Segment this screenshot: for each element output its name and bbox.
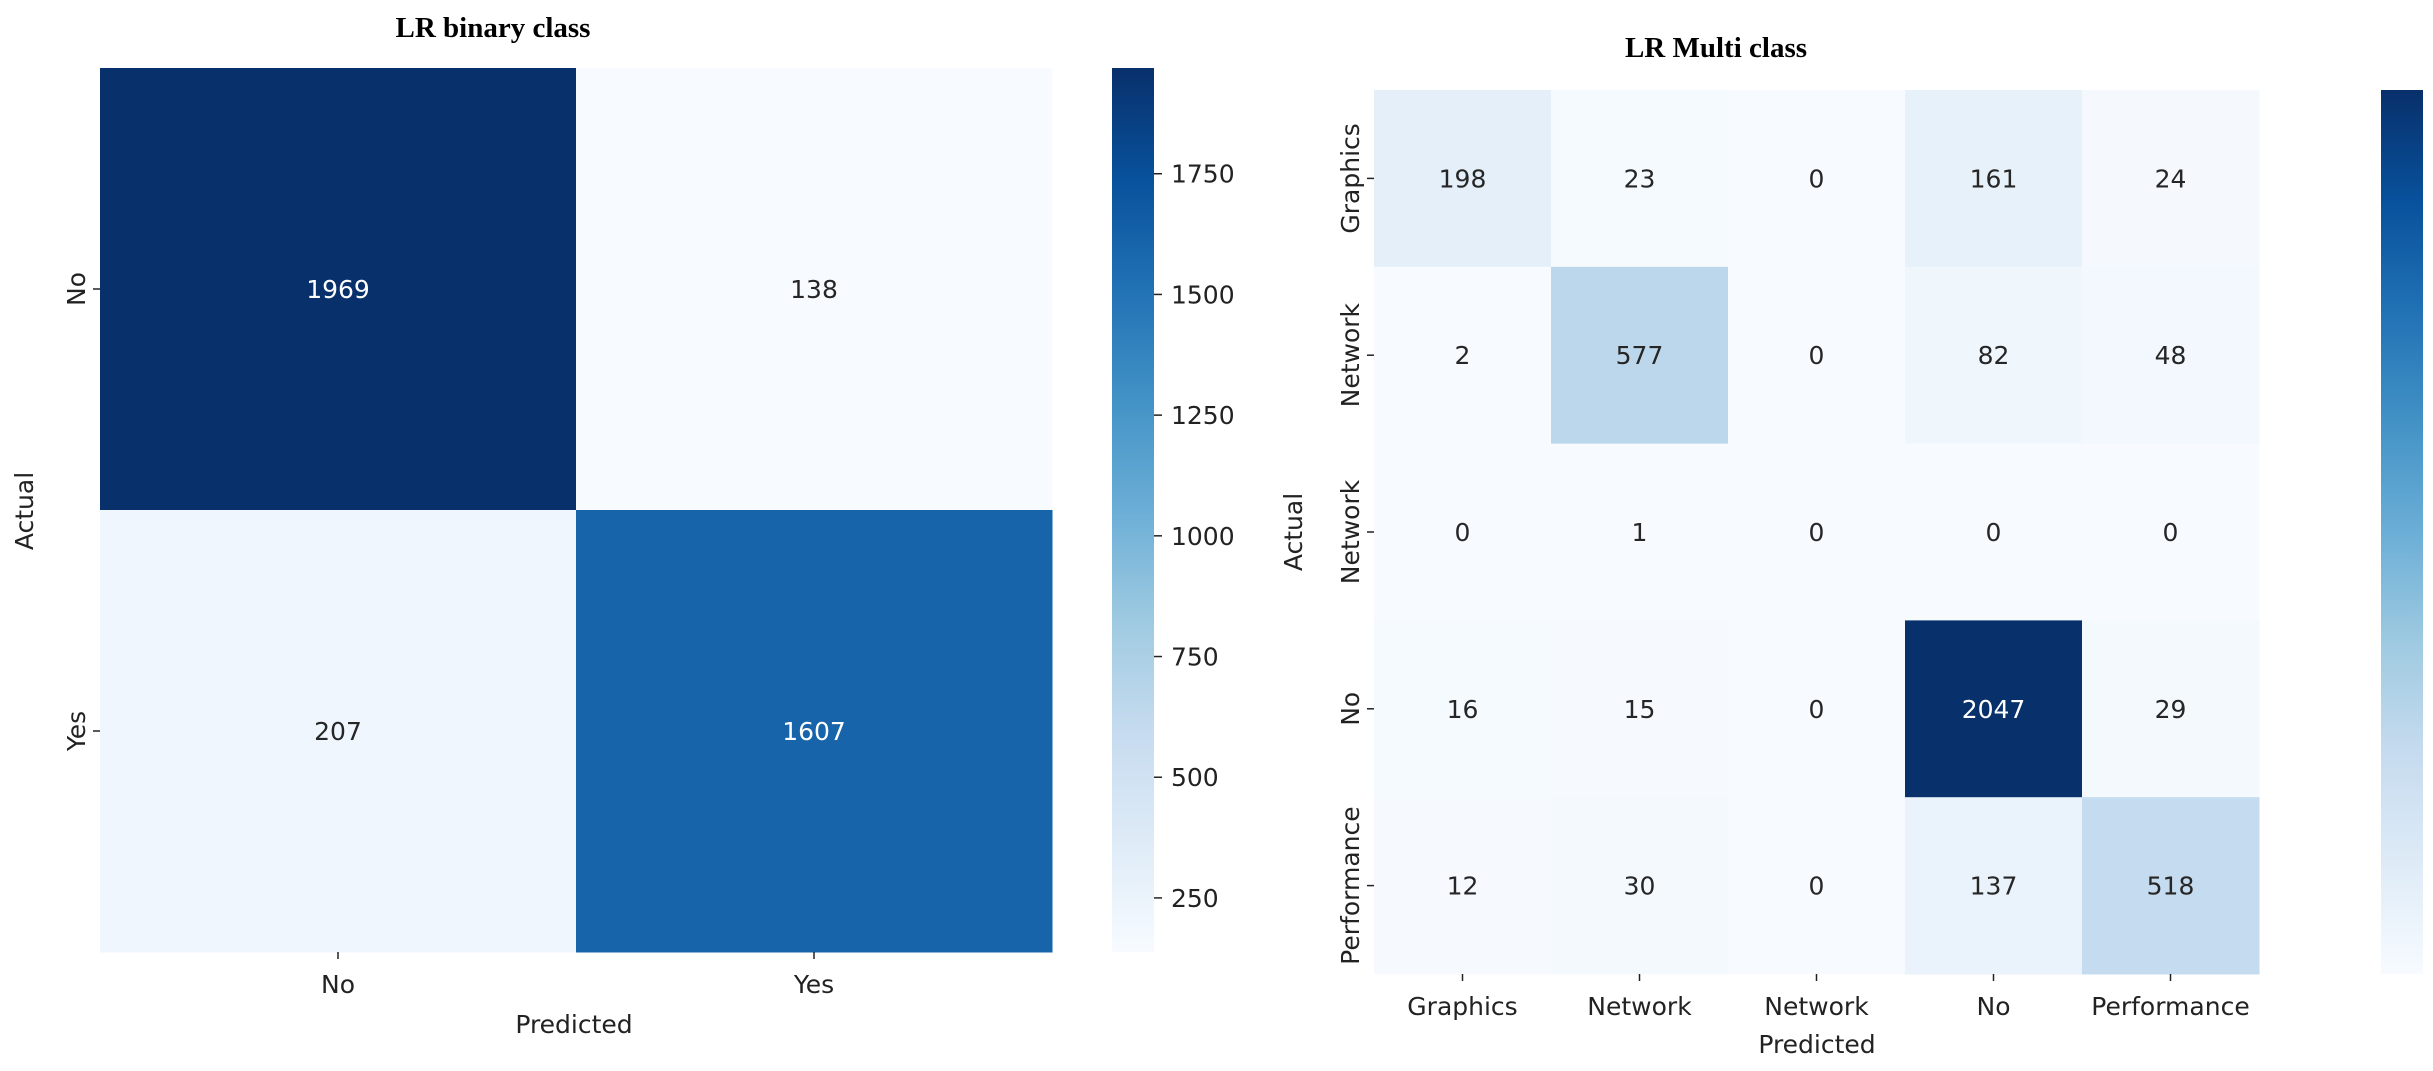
multiclass-x-tick-label: Network [1764, 992, 1869, 1021]
multiclass-heatmap: LR Multi class 198 23 0 161 24 2 577 0 82 48 0 1 0 0 0… [1279, 32, 2423, 1059]
binary-cell [576, 68, 1053, 511]
multiclass-x-tick-label: Performance [2091, 992, 2249, 1021]
multiclass-cell-value: 0 [1809, 872, 1825, 901]
binary-chart-title: LR binary class [396, 12, 591, 44]
multiclass-cell [1551, 90, 1729, 268]
multiclass-y-axis-label: Actual [1279, 493, 1308, 571]
multiclass-cell [2082, 443, 2260, 621]
binary-colorbar-tick-label: 1000 [1171, 522, 1235, 551]
binary-cell [576, 510, 1053, 953]
multiclass-cell-value: 0 [1809, 164, 1825, 193]
multiclass-cell-value: 15 [1624, 695, 1656, 724]
multiclass-cell [2082, 620, 2260, 798]
multiclass-cell [1551, 266, 1729, 445]
multiclass-cell [2082, 266, 2260, 445]
multiclass-cell-value: 23 [1624, 164, 1656, 193]
multiclass-cell-value: 0 [1809, 695, 1825, 724]
multiclass-cell [1374, 443, 1552, 621]
multiclass-cell [1728, 797, 1906, 975]
binary-colorbar-tick-label: 750 [1171, 643, 1219, 672]
multiclass-cell [1374, 266, 1552, 445]
multiclass-cell-value: 2 [1455, 341, 1471, 370]
multiclass-cell [1728, 266, 1906, 445]
multiclass-colorbar [2381, 90, 2423, 974]
multiclass-cell [1374, 90, 1552, 268]
multiclass-cell [1905, 620, 2083, 798]
multiclass-chart-title: LR Multi class [1625, 32, 1807, 64]
multiclass-x-tick-label: Network [1587, 992, 1692, 1021]
binary-cell-value: 207 [314, 717, 362, 746]
multiclass-x-tick-label: Graphics [1407, 992, 1517, 1021]
multiclass-cell-value: 0 [1809, 341, 1825, 370]
binary-colorbar-tick-label: 250 [1171, 884, 1219, 913]
multiclass-cell [1905, 797, 2083, 975]
multiclass-cell [1551, 797, 1729, 975]
binary-y-tick-label: Yes [62, 711, 91, 752]
multiclass-cell [2082, 90, 2260, 268]
binary-heatmap: LR binary class 1969 138 207 1607 No Yes No Y… [10, 12, 1235, 1039]
multiclass-cell-value: 0 [1455, 518, 1471, 547]
multiclass-x-tick-label: No [1977, 992, 2011, 1021]
binary-cell [100, 510, 577, 953]
binary-cell-value: 138 [790, 275, 838, 304]
binary-cell-value: 1969 [306, 275, 370, 304]
binary-colorbar [1112, 68, 1154, 952]
multiclass-cell-value: 30 [1624, 872, 1656, 901]
multiclass-cell-value: 16 [1447, 695, 1479, 724]
multiclass-y-tick-label: No [1336, 692, 1365, 726]
binary-cell-value: 1607 [782, 717, 846, 746]
multiclass-cell-value: 48 [2155, 341, 2187, 370]
multiclass-cell [1728, 620, 1906, 798]
binary-colorbar-tick-label: 1250 [1171, 401, 1235, 430]
multiclass-y-tick-label: Network [1336, 479, 1365, 584]
multiclass-y-tick-label: Performance [1336, 806, 1365, 964]
multiclass-cell-value: 29 [2155, 695, 2187, 724]
multiclass-y-tick-label: Graphics [1336, 123, 1365, 233]
binary-x-tick-label: Yes [793, 970, 834, 999]
multiclass-cell [1551, 443, 1729, 621]
multiclass-cell [1905, 90, 2083, 268]
multiclass-cell-value: 0 [1809, 518, 1825, 547]
multiclass-cell-value: 518 [2147, 872, 2195, 901]
multiclass-cell-value: 12 [1447, 872, 1479, 901]
multiclass-cell [1728, 443, 1906, 621]
multiclass-cell [1905, 443, 2083, 621]
binary-y-tick-label: No [62, 272, 91, 306]
binary-x-axis-label: Predicted [515, 1010, 632, 1039]
multiclass-cell-value: 82 [1978, 341, 2010, 370]
multiclass-cell [1905, 266, 2083, 445]
multiclass-cell [1551, 620, 1729, 798]
multiclass-y-tick-label: Network [1336, 302, 1365, 407]
multiclass-cell-value: 1 [1632, 518, 1648, 547]
multiclass-cell-value: 161 [1970, 164, 2018, 193]
binary-colorbar-tick-label: 1750 [1171, 160, 1235, 189]
multiclass-cell [1728, 90, 1906, 268]
multiclass-cell [2082, 797, 2260, 975]
binary-y-axis-label: Actual [10, 472, 39, 550]
multiclass-cell-value: 577 [1616, 341, 1664, 370]
multiclass-cell-value: 2047 [1962, 695, 2026, 724]
multiclass-x-axis-label: Predicted [1758, 1030, 1875, 1059]
binary-colorbar-tick-label: 1500 [1171, 280, 1235, 309]
binary-cell [100, 68, 577, 511]
multiclass-cell-value: 24 [2155, 164, 2187, 193]
multiclass-cell [1374, 797, 1552, 975]
binary-colorbar-tick-label: 500 [1171, 763, 1219, 792]
multiclass-cell-value: 198 [1439, 164, 1487, 193]
multiclass-cell-value: 0 [1986, 518, 2002, 547]
multiclass-cell [1374, 620, 1552, 798]
multiclass-cell-value: 137 [1970, 872, 2018, 901]
multiclass-cell-value: 0 [2163, 518, 2179, 547]
binary-x-tick-label: No [321, 970, 355, 999]
